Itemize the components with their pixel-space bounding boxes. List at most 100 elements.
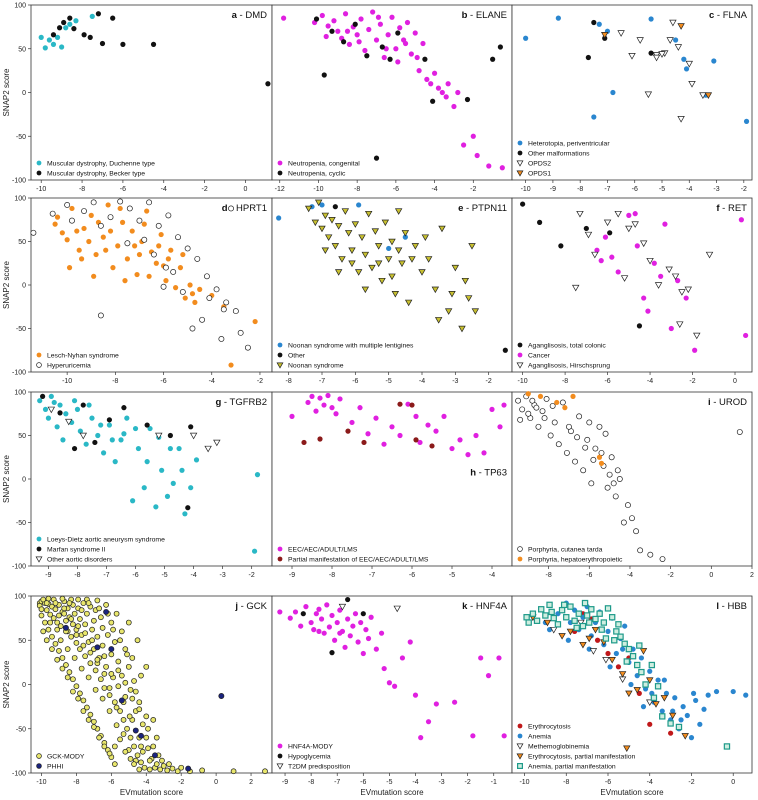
data-point	[525, 410, 532, 417]
data-point	[404, 19, 411, 26]
legend: Porphyria, cutanea tarda Porphyria, hepat…	[517, 546, 623, 564]
data-point	[675, 723, 683, 731]
data-point	[647, 668, 653, 674]
x-tick-label: -3	[438, 779, 444, 786]
data-point	[499, 165, 505, 171]
data-point	[82, 630, 88, 637]
data-point	[565, 637, 571, 643]
data-point	[156, 243, 162, 249]
data-point	[145, 745, 151, 752]
data-point	[324, 234, 333, 241]
data-point	[95, 432, 101, 439]
data-point	[43, 600, 50, 606]
x-tick-label: 2	[750, 572, 754, 579]
data-point	[333, 411, 339, 417]
data-point	[146, 273, 152, 279]
legend-marker	[277, 342, 283, 348]
data-point	[668, 325, 674, 332]
x-tick-label: -10	[519, 779, 529, 786]
data-point	[323, 33, 329, 40]
data-point	[584, 436, 591, 443]
data-point	[110, 15, 116, 21]
data-point	[139, 721, 146, 728]
data-point	[50, 32, 57, 38]
data-point	[692, 347, 698, 353]
legend-marker	[516, 762, 523, 769]
data-point	[416, 68, 422, 74]
data-point	[165, 212, 172, 219]
data-points	[36, 595, 268, 775]
data-point	[394, 208, 403, 215]
data-point	[601, 32, 609, 39]
data-point	[301, 439, 307, 446]
data-point	[344, 28, 351, 34]
data-point	[168, 247, 174, 253]
data-point	[56, 612, 62, 619]
legend-marker	[36, 362, 42, 368]
data-point	[736, 429, 743, 435]
data-point	[444, 308, 453, 315]
data-point	[389, 424, 395, 430]
legend: Loeys-Dietz aortic aneurysm syndrome Marf…	[35, 537, 165, 564]
data-point	[622, 623, 628, 629]
data-point	[79, 256, 85, 262]
data-point	[481, 450, 487, 456]
data-point	[347, 633, 353, 639]
data-point	[67, 15, 73, 21]
data-point	[648, 16, 654, 22]
x-tick-label: -4	[686, 186, 692, 193]
data-point	[374, 243, 383, 250]
data-point	[529, 610, 537, 617]
data-point	[104, 632, 111, 638]
data-point	[81, 32, 87, 38]
data-point	[80, 642, 87, 649]
data-point	[571, 617, 578, 624]
data-point	[66, 669, 73, 675]
data-points	[37, 393, 261, 554]
x-axis-label: EVmutation score	[120, 788, 184, 797]
data-point	[121, 405, 127, 411]
data-point	[300, 611, 306, 617]
data-point	[165, 256, 171, 262]
data-point	[130, 498, 136, 504]
x-tick-label: -5	[161, 572, 167, 579]
panel-title: e - PTPN11	[458, 203, 507, 214]
data-point	[176, 445, 182, 452]
data-point	[520, 201, 526, 207]
data-point	[38, 606, 45, 613]
data-point	[654, 683, 662, 690]
x-tick-label: -1	[491, 779, 497, 786]
data-point	[464, 295, 473, 302]
data-point	[124, 240, 131, 247]
data-point	[206, 295, 213, 301]
data-point	[99, 625, 106, 631]
data-point	[393, 605, 401, 613]
data-point	[352, 21, 358, 27]
data-point	[594, 637, 601, 643]
data-point	[615, 664, 622, 670]
data-point	[160, 763, 167, 769]
legend-label: Erythrocytosis	[528, 724, 571, 731]
data-point	[358, 619, 364, 626]
data-point	[360, 611, 366, 617]
data-point	[66, 265, 73, 271]
data-point	[345, 596, 351, 603]
data-point	[470, 733, 476, 739]
data-point	[113, 610, 120, 617]
data-point	[87, 649, 94, 656]
x-tick-label: -4	[431, 186, 437, 193]
data-point	[49, 633, 55, 640]
data-point	[77, 616, 83, 622]
data-point	[160, 283, 167, 290]
data-point	[573, 624, 580, 632]
data-point	[592, 445, 599, 452]
data-point	[335, 28, 341, 34]
panel-title: i - UROD	[708, 397, 747, 408]
data-point	[379, 44, 385, 50]
data-point	[408, 256, 416, 263]
x-tick-label: -4	[419, 378, 425, 385]
data-point	[287, 615, 293, 621]
data-point	[711, 58, 717, 64]
data-point	[94, 644, 101, 651]
data-point	[641, 295, 647, 301]
